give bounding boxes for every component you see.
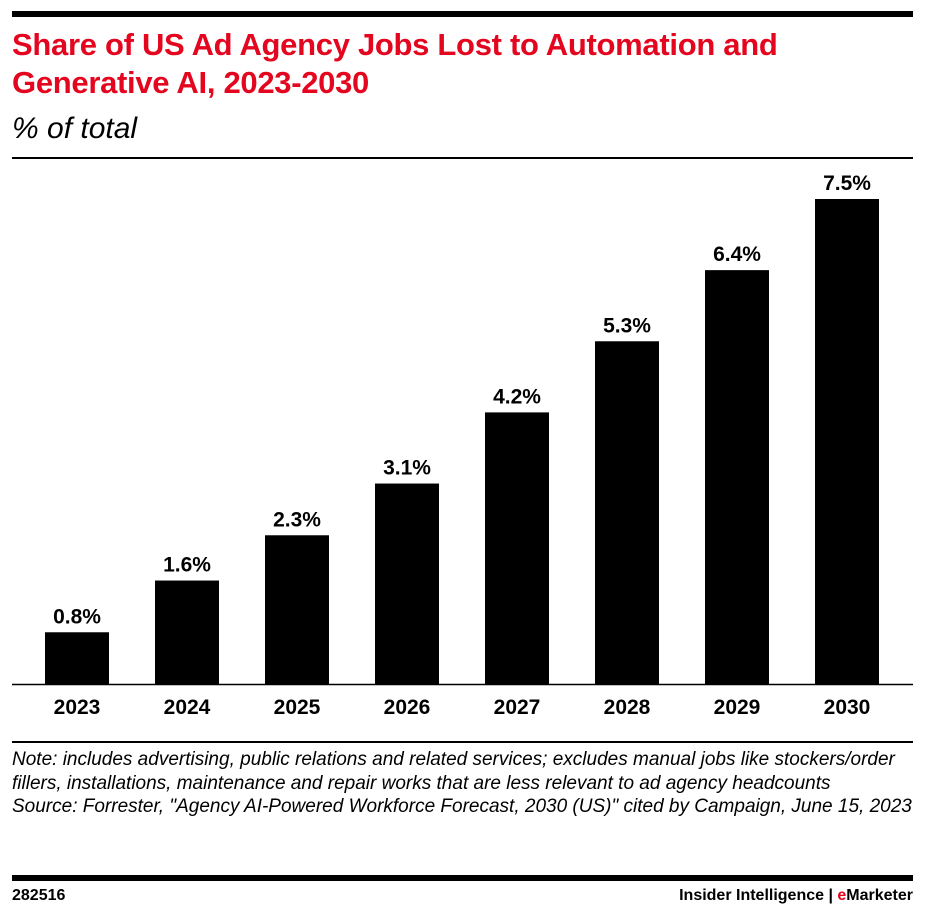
data-label-2026: 3.1% (383, 457, 431, 480)
data-label-2025: 2.3% (273, 508, 321, 531)
data-label-2024: 1.6% (163, 554, 211, 577)
bar-2030 (815, 199, 879, 684)
data-label-2027: 4.2% (493, 385, 541, 408)
chart-id: 282516 (12, 887, 66, 904)
bottom-rule (12, 875, 913, 881)
data-label-2029: 6.4% (713, 243, 761, 266)
x-tick-2027: 2027 (494, 696, 541, 719)
source-text: Source: Forrester, "Agency AI-Powered Wo… (12, 796, 912, 817)
top-rule (12, 11, 913, 17)
bar-2025 (265, 535, 329, 684)
brand-e: e (837, 887, 847, 904)
brand-part2: Marketer (846, 887, 913, 904)
x-tick-2028: 2028 (604, 696, 651, 719)
brand-logo: Insider Intelligence | eMarketer (679, 887, 913, 905)
bar-2023 (45, 632, 109, 684)
x-tick-2029: 2029 (714, 696, 761, 719)
brand-part1: Insider Intelligence | (679, 887, 838, 904)
bar-2028 (595, 341, 659, 684)
data-label-2030: 7.5% (823, 172, 871, 195)
data-label-2028: 5.3% (603, 314, 651, 337)
chart-subtitle: % of total (12, 112, 138, 145)
data-label-2023: 0.8% (53, 605, 101, 628)
x-tick-2025: 2025 (274, 696, 321, 719)
bar-2029 (705, 270, 769, 684)
bar-chart: 0.8% 2023 1.6% 2024 2.3% 2025 3.1% 2026 4.2% 2027… (12, 172, 913, 719)
bar-2026 (375, 483, 439, 684)
x-tick-2023: 2023 (54, 696, 101, 719)
x-tick-2026: 2026 (384, 696, 431, 719)
header-divider (12, 157, 913, 159)
note-text: Note: includes advertising, public relat… (12, 749, 895, 794)
x-tick-2024: 2024 (164, 696, 211, 719)
x-tick-2030: 2030 (824, 696, 871, 719)
chart-title: Share of US Ad Agency Jobs Lost to Autom… (12, 27, 778, 100)
bar-2027 (485, 412, 549, 684)
notes-divider (12, 741, 913, 743)
bar-2024 (155, 580, 219, 684)
notes: Note: includes advertising, public relat… (12, 748, 917, 819)
